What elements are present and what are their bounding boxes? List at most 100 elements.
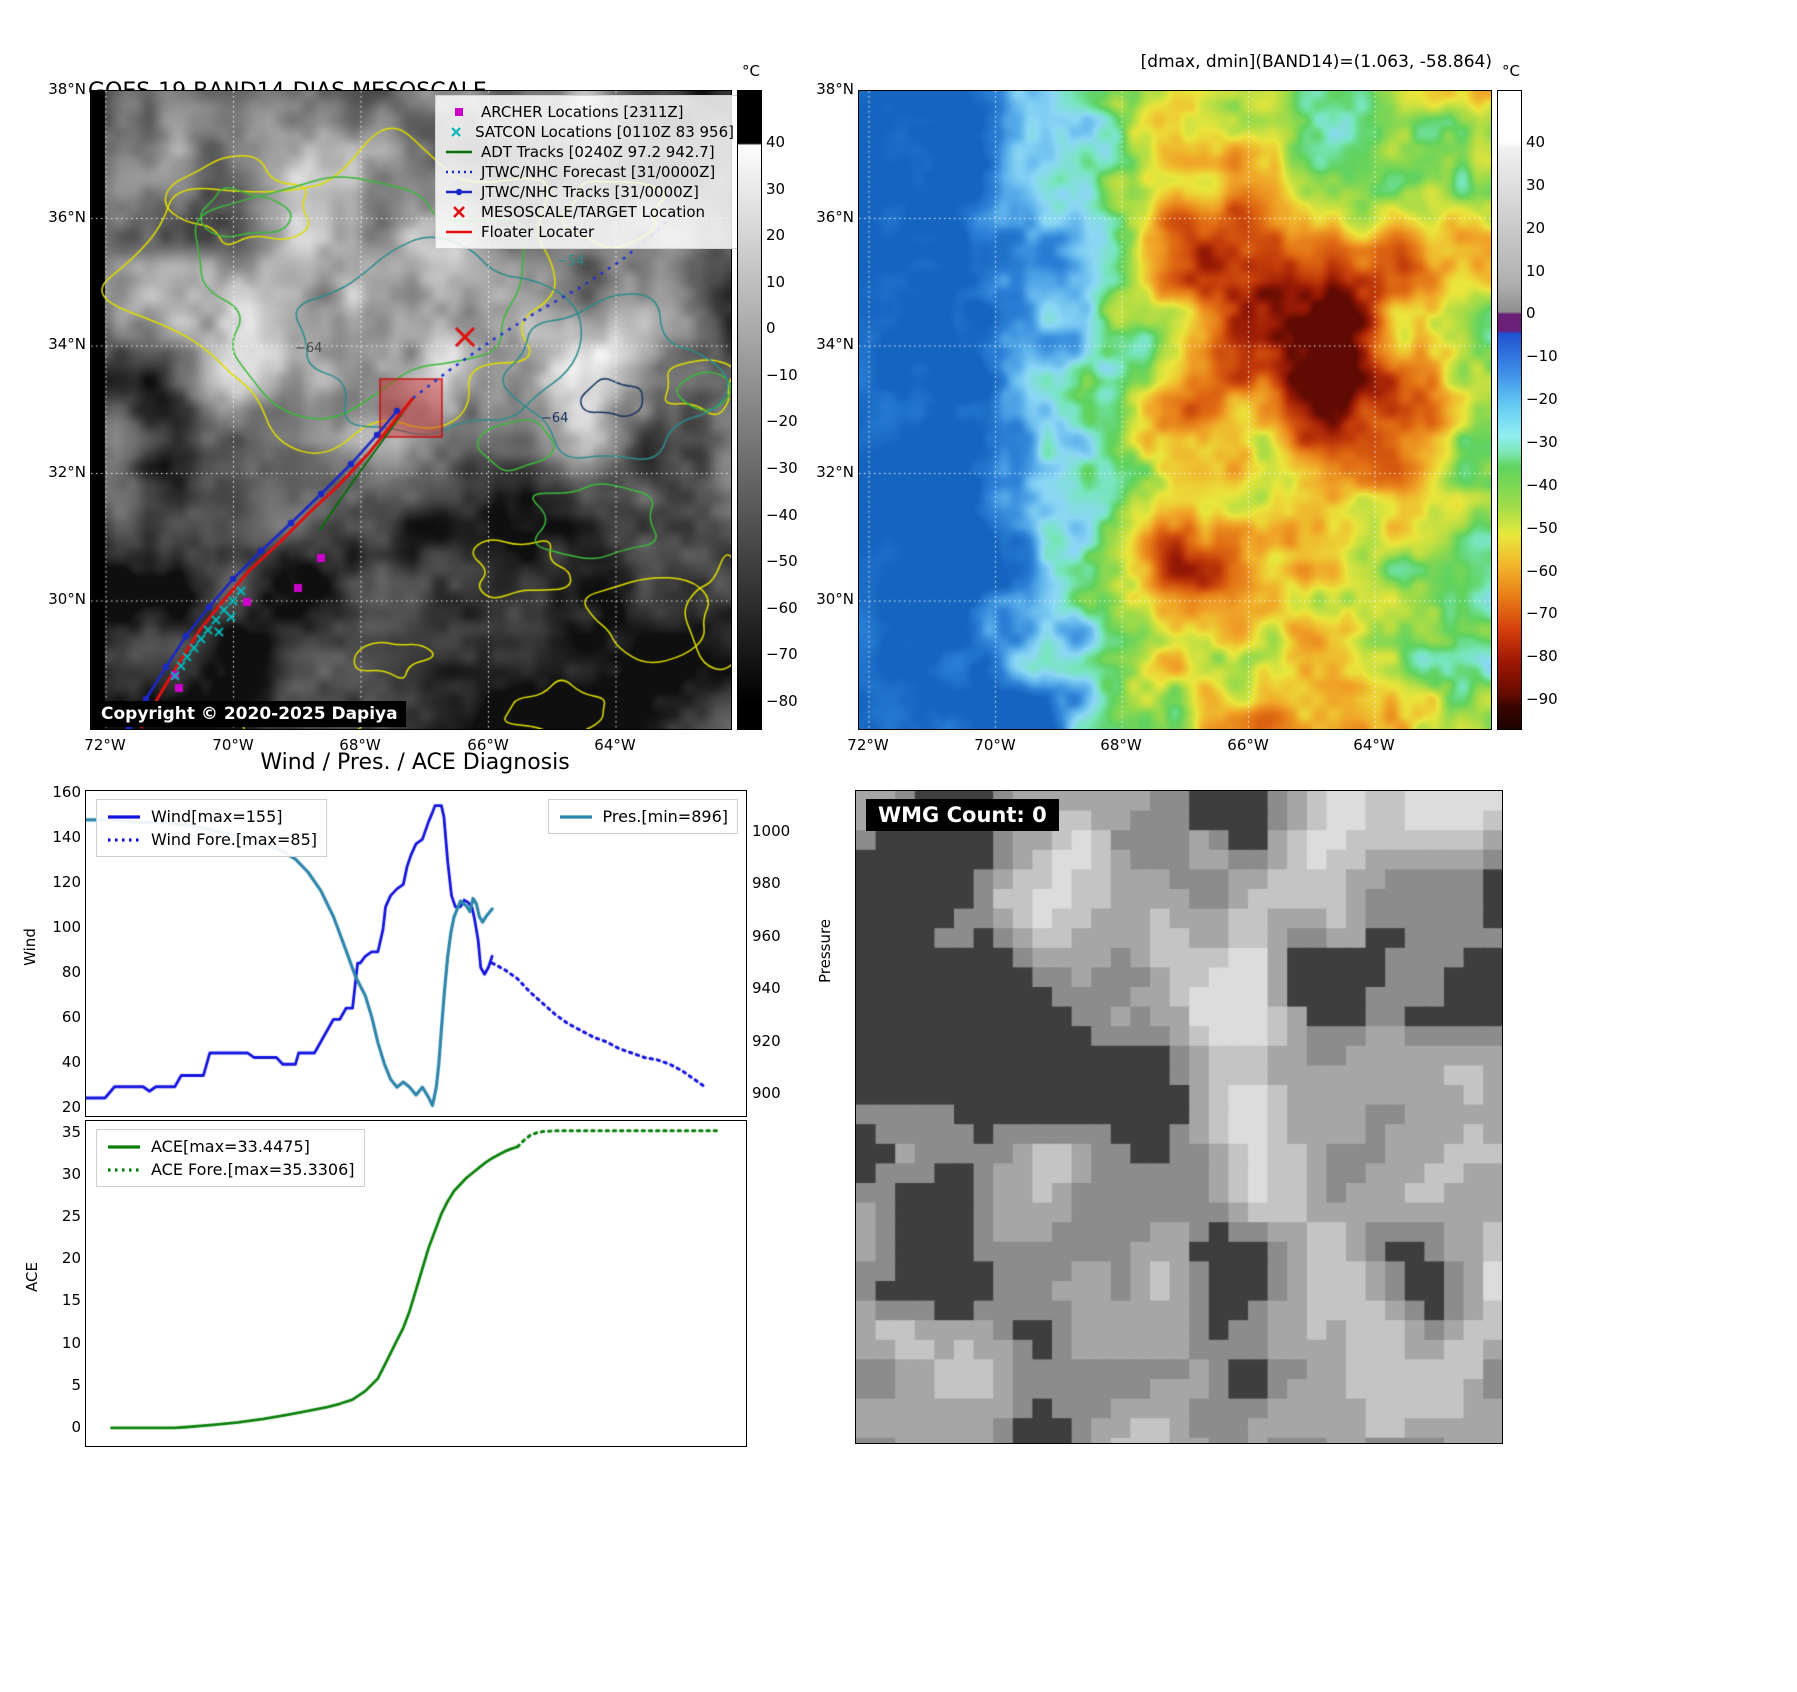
y-tick: 80 bbox=[61, 963, 81, 981]
lat-tick: 36°N bbox=[48, 208, 86, 226]
wmg-count-badge: WMG Count: 0 bbox=[866, 799, 1059, 831]
lon-tick: 64°W bbox=[1353, 736, 1395, 754]
legend-item: ADT Tracks [0240Z 97.2 942.7] bbox=[444, 142, 734, 162]
awv-colorbar-unit: °C bbox=[1502, 62, 1520, 80]
colorbar-tick: 10 bbox=[1526, 262, 1546, 280]
legend-item-label: Pres.[min=896] bbox=[602, 807, 728, 826]
wind-axis-label: Wind bbox=[21, 928, 39, 966]
awv-colorbar bbox=[1497, 90, 1522, 730]
legend-item-label: JTWC/NHC Tracks [31/0000Z] bbox=[481, 183, 699, 201]
lat-tick: 34°N bbox=[48, 335, 86, 353]
dotted-line-marker-icon bbox=[446, 170, 472, 174]
lat-tick: 30°N bbox=[816, 590, 854, 608]
band14-legend: ARCHER Locations [2311Z] SATCON Locations… bbox=[435, 95, 743, 249]
legend-item-label: Floater Locater bbox=[481, 223, 595, 241]
legend-item: ACE[max=33.4475] bbox=[106, 1135, 355, 1158]
line-sample-icon bbox=[108, 1167, 140, 1172]
y-tick: 40 bbox=[61, 1053, 81, 1071]
legend-item: Pres.[min=896] bbox=[558, 805, 728, 828]
lon-tick: 72°W bbox=[847, 736, 889, 754]
y-tick: 140 bbox=[52, 828, 81, 846]
legend-item-label: Wind Fore.[max=85] bbox=[151, 830, 317, 849]
y-tick: 120 bbox=[52, 873, 81, 891]
ace-legend: ACE[max=33.4475] ACE Fore.[max=35.3306] bbox=[96, 1129, 365, 1187]
colorbar-tick: −90 bbox=[1526, 690, 1558, 708]
ace-axis-label: ACE bbox=[23, 1262, 41, 1292]
legend-item-label: Wind[max=155] bbox=[151, 807, 283, 826]
colorbar-tick: −30 bbox=[766, 459, 798, 477]
colorbar-tick: −20 bbox=[1526, 390, 1558, 408]
legend-item-label: ARCHER Locations [2311Z] bbox=[481, 103, 684, 121]
contour-value-label: −54 bbox=[557, 254, 585, 269]
lat-tick: 32°N bbox=[816, 463, 854, 481]
awv-map bbox=[858, 90, 1492, 730]
y2-tick: 900 bbox=[752, 1084, 781, 1102]
colorbar-tick: −80 bbox=[766, 692, 798, 710]
y2-tick: 980 bbox=[752, 874, 781, 892]
legend-item-label: ADT Tracks [0240Z 97.2 942.7] bbox=[481, 143, 715, 161]
band14-colorbar-unit: °C bbox=[742, 62, 760, 80]
line-marker-icon bbox=[446, 230, 472, 234]
line-sample-icon bbox=[559, 814, 592, 819]
line-marker-icon bbox=[446, 150, 472, 154]
lon-tick: 66°W bbox=[467, 736, 509, 754]
colorbar-tick: 30 bbox=[766, 180, 786, 198]
lon-tick: 68°W bbox=[339, 736, 381, 754]
y-tick: 10 bbox=[61, 1334, 81, 1352]
colorbar-tick: −60 bbox=[766, 599, 798, 617]
legend-item-label: ACE[max=33.4475] bbox=[151, 1137, 310, 1156]
y-tick: 35 bbox=[61, 1123, 81, 1141]
colorbar-tick: −30 bbox=[1526, 433, 1558, 451]
colorbar-tick: −70 bbox=[1526, 604, 1558, 622]
line-dot-marker-icon bbox=[446, 188, 472, 196]
colorbar-tick: 20 bbox=[766, 226, 786, 244]
wind-legend: Wind[max=155] Wind Fore.[max=85] bbox=[96, 799, 327, 857]
legend-item: ACE Fore.[max=35.3306] bbox=[106, 1158, 355, 1181]
y2-tick: 920 bbox=[752, 1032, 781, 1050]
y-tick: 100 bbox=[52, 918, 81, 936]
colorbar-tick: 30 bbox=[1526, 176, 1546, 194]
line-sample-icon bbox=[108, 814, 140, 819]
y-tick: 160 bbox=[52, 783, 81, 801]
legend-item-label: SATCON Locations [0110Z 83 956] bbox=[475, 123, 734, 141]
colorbar-tick: 40 bbox=[1526, 133, 1546, 151]
legend-item: ARCHER Locations [2311Z] bbox=[444, 102, 734, 122]
wmg-map: WMG Count: 0 bbox=[855, 790, 1503, 1444]
colorbar-tick: −20 bbox=[766, 412, 798, 430]
colorbar-tick: 40 bbox=[766, 133, 786, 151]
lat-tick: 38°N bbox=[48, 80, 86, 98]
y-tick: 15 bbox=[61, 1291, 81, 1309]
wind-pressure-chart: Wind[max=155] Wind Fore.[max=85] Pres.[mi… bbox=[85, 790, 747, 1117]
colorbar-tick: −10 bbox=[1526, 347, 1558, 365]
colorbar-tick: −10 bbox=[766, 366, 798, 384]
legend-item: JTWC/NHC Tracks [31/0000Z] bbox=[444, 182, 734, 202]
legend-item: Wind Fore.[max=85] bbox=[106, 828, 317, 851]
colorbar-tick: −40 bbox=[1526, 476, 1558, 494]
square-marker-icon bbox=[455, 108, 463, 116]
ace-chart: ACE[max=33.4475] ACE Fore.[max=35.3306] bbox=[85, 1120, 747, 1447]
colorbar-tick: 0 bbox=[1526, 304, 1536, 322]
line-sample-icon bbox=[108, 837, 140, 842]
lon-tick: 64°W bbox=[594, 736, 636, 754]
y2-tick: 960 bbox=[752, 927, 781, 945]
legend-item-label: JTWC/NHC Forecast [31/0000Z] bbox=[481, 163, 716, 181]
lon-tick: 70°W bbox=[974, 736, 1016, 754]
y-tick: 20 bbox=[61, 1249, 81, 1267]
y-tick: 25 bbox=[61, 1207, 81, 1225]
lat-tick: 34°N bbox=[816, 335, 854, 353]
colorbar-tick: 20 bbox=[1526, 219, 1546, 237]
lon-tick: 66°W bbox=[1227, 736, 1269, 754]
line-sample-icon bbox=[108, 1144, 140, 1149]
wmg-pixel-image bbox=[856, 791, 1502, 1443]
lat-tick: 32°N bbox=[48, 463, 86, 481]
legend-item: SATCON Locations [0110Z 83 956] bbox=[444, 122, 734, 142]
legend-item: Wind[max=155] bbox=[106, 805, 317, 828]
y-tick: 20 bbox=[61, 1098, 81, 1116]
chart-title: Wind / Pres. / ACE Diagnosis bbox=[260, 750, 570, 775]
y-tick: 0 bbox=[71, 1418, 81, 1436]
colorbar-tick: −50 bbox=[1526, 519, 1558, 537]
pressure-axis-label: Pressure bbox=[816, 918, 834, 984]
x-marker-icon bbox=[453, 206, 465, 218]
colorbar-tick: −80 bbox=[1526, 647, 1558, 665]
